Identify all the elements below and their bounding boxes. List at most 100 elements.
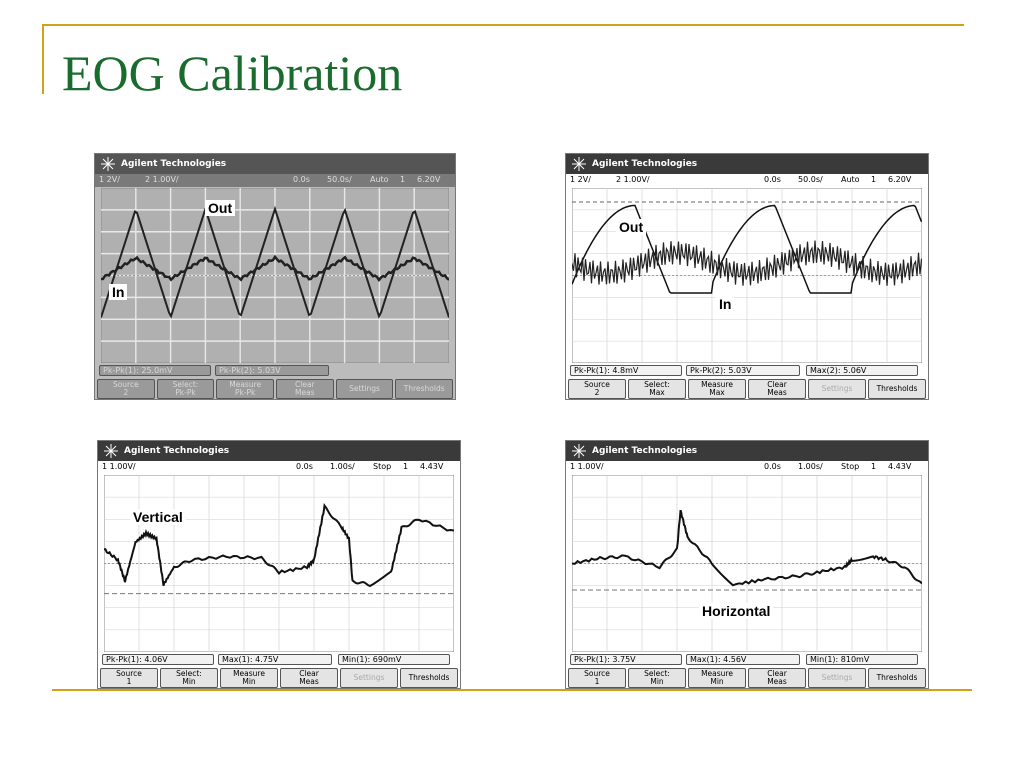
softkey-label: Source (584, 380, 610, 389)
softkey-0[interactable]: Source 1 (100, 668, 158, 688)
measurement-readout: Pk-Pk(2): 5.03V (686, 365, 800, 376)
slide-title: EOG Calibration (62, 45, 403, 101)
softkey-value: Max (649, 388, 665, 397)
softkey-label: Thresholds (403, 384, 445, 393)
measurement-readout: Pk-Pk(1): 4.8mV (570, 365, 682, 376)
softkey-4[interactable]: Settings (340, 668, 398, 688)
scope-brand: Agilent Technologies (592, 446, 698, 456)
softkey-value: Meas (295, 388, 315, 397)
softkey-0[interactable]: Source 1 (568, 668, 626, 688)
ch1-scale: 1 2V/ (570, 175, 591, 184)
softkey-value: Min (650, 677, 664, 686)
softkey-2[interactable]: Measure Max (688, 379, 746, 399)
trigger-level: 6.20V (417, 175, 441, 184)
softkey-label: Measure (701, 669, 733, 678)
softkey-value: Meas (767, 677, 787, 686)
scope-brand: Agilent Technologies (121, 159, 227, 169)
softkey-3[interactable]: Clear Meas (276, 379, 334, 399)
softkey-3[interactable]: Clear Meas (280, 668, 338, 688)
softkey-value: Min (710, 677, 724, 686)
scope-header: Agilent Technologies (566, 154, 928, 174)
softkey-2[interactable]: Measure Pk-Pk (216, 379, 275, 399)
label-out: Out (616, 219, 647, 235)
measurement-row: Pk-Pk(1): 3.75V Max(1): 4.56V Min(1): 810m… (566, 654, 928, 666)
softkey-value: 1 (594, 677, 600, 686)
trace-out (101, 205, 449, 319)
measurement-row: Pk-Pk(1): 4.8mV Pk-Pk(2): 5.03V Max(2): 5.… (566, 365, 928, 377)
softkey-5[interactable]: Thresholds (395, 379, 454, 399)
time-scale: 1.00s/ (330, 462, 355, 471)
label-vertical: Vertical (130, 509, 186, 525)
trace-eog (572, 509, 922, 587)
scope-status-row: 1 2V/2 1.00V/0.0s 50.0s/Auto 1 6.20V (95, 174, 455, 187)
measurement-readout: Max(1): 4.75V (218, 654, 332, 665)
softkey-3[interactable]: Clear Meas (748, 379, 806, 399)
softkey-bar: Source 1 Select: Min Measure Min Clear Meas Sett… (566, 668, 928, 688)
scope-status-row: 1 1.00V/0.0s 1.00s/Stop 1 4.43V (566, 461, 928, 474)
trigger-level: 6.20V (888, 175, 912, 184)
softkey-2[interactable]: Measure Min (220, 668, 278, 688)
scope-status-row: 1 1.00V/0.0s 1.00s/Stop 1 4.43V (98, 461, 460, 474)
softkey-label: Source (584, 669, 610, 678)
measurement-row: Pk-Pk(1): 4.06V Max(1): 4.75V Min(1): 690m… (98, 654, 460, 666)
waveform-graticule (101, 188, 449, 363)
softkey-1[interactable]: Select: Pk-Pk (156, 379, 215, 399)
softkey-label: Select: (644, 669, 670, 678)
softkey-label: Clear (299, 669, 319, 678)
softkey-5[interactable]: Thresholds (400, 668, 458, 688)
softkey-4[interactable]: Settings (335, 379, 394, 399)
trace-in (572, 240, 922, 286)
time-scale: 50.0s/ (327, 175, 352, 184)
softkey-label: Settings (821, 384, 853, 393)
scope-brand: Agilent Technologies (592, 159, 698, 169)
label-in: In (109, 284, 128, 300)
softkey-label: Select: (172, 380, 199, 389)
softkey-bar: Source 2 Select: Pk-Pk Measure Pk-Pk Clear Meas… (95, 379, 455, 399)
softkey-label: Settings (821, 673, 853, 682)
ch1-scale: 1 1.00V/ (570, 462, 604, 471)
softkey-value: Pk-Pk (175, 388, 196, 397)
softkey-1[interactable]: Select: Max (628, 379, 686, 399)
softkey-label: Settings (349, 384, 380, 393)
measurement-readout: Min(1): 690mV (338, 654, 450, 665)
time-scale: 1.00s/ (798, 462, 823, 471)
softkey-5[interactable]: Thresholds (868, 668, 926, 688)
scope-screen-2: Agilent Technologies 1 2V/2 1.00V/0.0s 50.… (565, 153, 929, 400)
trigger-level: 4.43V (420, 462, 444, 471)
softkey-5[interactable]: Thresholds (868, 379, 926, 399)
trigger-time: 0.0s (764, 175, 781, 184)
trigger-channel: 1 (403, 462, 409, 471)
softkey-0[interactable]: Source 2 (568, 379, 626, 399)
softkey-2[interactable]: Measure Min (688, 668, 746, 688)
waveform-area (572, 188, 922, 363)
label-out: Out (205, 200, 236, 216)
softkey-1[interactable]: Select: Min (628, 668, 686, 688)
softkey-label: Thresholds (876, 384, 918, 393)
label-horizontal: Horizontal (699, 603, 774, 619)
measurement-readout: Pk-Pk(1): 25.0mV (99, 365, 211, 376)
agilent-logo-icon (572, 157, 586, 171)
softkey-label: Source (116, 669, 142, 678)
softkey-3[interactable]: Clear Meas (748, 668, 806, 688)
softkey-4[interactable]: Settings (808, 668, 866, 688)
waveform-area (572, 475, 922, 652)
waveform-area (104, 475, 454, 652)
softkey-label: Source (112, 380, 139, 389)
trigger-channel: 1 (400, 175, 406, 184)
softkey-value: 2 (594, 388, 600, 397)
softkey-4[interactable]: Settings (808, 379, 866, 399)
softkey-bar: Source 2 Select: Max Measure Max Clear Meas Sett… (566, 379, 928, 399)
softkey-label: Clear (295, 380, 315, 389)
softkey-1[interactable]: Select: Min (160, 668, 218, 688)
ch2-scale: 2 1.00V/ (145, 175, 179, 184)
softkey-value: Min (242, 677, 256, 686)
scope-status-row: 1 2V/2 1.00V/0.0s 50.0s/Auto 1 6.20V (566, 174, 928, 187)
run-mode: Auto (841, 175, 860, 184)
softkey-label: Select: (644, 380, 670, 389)
scope-header: Agilent Technologies (98, 441, 460, 461)
softkey-label: Clear (767, 669, 787, 678)
ch2-scale: 2 1.00V/ (616, 175, 650, 184)
softkey-value: Meas (299, 677, 319, 686)
softkey-0[interactable]: Source 2 (97, 379, 155, 399)
softkey-label: Thresholds (408, 673, 450, 682)
